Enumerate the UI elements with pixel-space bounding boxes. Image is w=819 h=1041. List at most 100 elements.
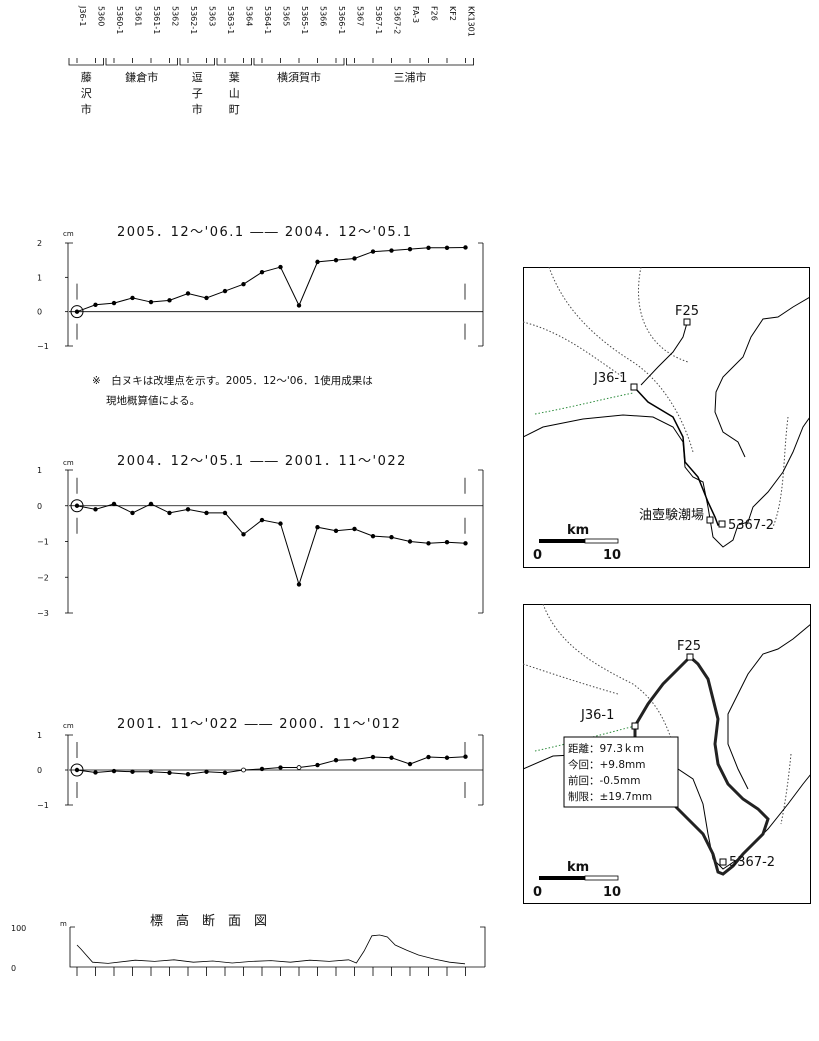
data-point <box>352 757 357 762</box>
info-distance: 距離：97.3ｋｍ <box>568 742 644 755</box>
route-map-tide-station: F25 J36-1 油壺験潮場 5367-2 km 0 10 <box>523 267 810 568</box>
station-label: 5367-1 <box>374 6 383 34</box>
unit-label: cm <box>63 230 74 238</box>
municipality-brace <box>179 58 215 66</box>
fixed-point-ring <box>70 763 84 777</box>
data-point <box>111 768 117 774</box>
data-point <box>259 269 265 275</box>
municipality-label: 横須賀市 <box>277 70 321 84</box>
data-point <box>444 540 450 545</box>
label-5367-2: 5367-2 <box>729 855 775 870</box>
data-point <box>185 291 191 296</box>
station-label: 5365-1 <box>300 6 309 34</box>
y-tick-label: 1 <box>37 466 42 475</box>
label-tide-station: 油壺験潮場 <box>639 508 704 523</box>
scale-unit: km <box>567 523 589 538</box>
data-point <box>389 535 394 540</box>
data-point <box>241 282 246 287</box>
station-label: 5360 <box>97 6 106 26</box>
municipality-label: 鎌倉市 <box>125 70 158 84</box>
chart-2005-vs-2004: cm 2005．12～'06.1 ―― 2004．12～'05.1 2 1 0 −1 <box>37 225 484 351</box>
station-label: 5363 <box>208 6 217 26</box>
station-label: KF2 <box>448 6 457 21</box>
label-j36-1: J36-1 <box>580 708 614 723</box>
data-point <box>315 259 320 265</box>
y-tick-label: −3 <box>37 609 49 618</box>
data-point <box>426 245 431 251</box>
data-point <box>333 528 339 533</box>
tide-station-marker <box>706 516 714 524</box>
axis-right <box>478 469 484 614</box>
y-tick-label: 0 <box>11 964 16 973</box>
data-point <box>204 295 209 301</box>
info-box-frame <box>563 736 679 808</box>
benchmark-marker <box>631 722 639 730</box>
note-line-1: ※ 白ヌキは改埋点を示す。2005．12～'06．1使用成果は <box>92 374 373 387</box>
data-point <box>130 295 135 301</box>
municipality-brace <box>68 58 104 66</box>
data-point <box>204 769 209 774</box>
station-label: 5362 <box>171 6 180 26</box>
data-point <box>426 541 431 546</box>
route-map-loop: F25 J36-1 5367-2 距離：97.3ｋｍ 今回：+9.8mm 前回：… <box>523 604 811 904</box>
station-label: 5363-1 <box>226 6 235 34</box>
dotted-boundary <box>638 267 689 363</box>
note-line-2: 現地概算値による。 <box>106 394 200 407</box>
data-point <box>222 288 228 294</box>
data-point <box>167 510 172 516</box>
leveling-route <box>640 322 688 386</box>
elevation-profile-chart: m 標 高 断 面 図 100 0 <box>11 913 486 976</box>
info-current: 今回：+9.8mm <box>568 758 645 771</box>
data-point <box>389 248 394 253</box>
dotted-boundary <box>542 604 674 745</box>
data-point <box>259 766 265 772</box>
data-point <box>259 517 265 523</box>
unit-label: cm <box>63 459 74 467</box>
municipality-brace <box>216 58 252 66</box>
municipality-label: 町 <box>229 103 240 116</box>
leveling-route <box>634 387 723 526</box>
municipality-labels: 藤沢市 鎌倉市 逗子市 葉山町 横須賀市 三浦市 <box>68 58 474 116</box>
municipality-label: 逗 <box>192 71 203 84</box>
scale-min: 0 <box>533 548 542 563</box>
y-tick-label: 1 <box>37 731 42 740</box>
municipality-label: 子 <box>192 87 203 100</box>
green-dotted-line <box>534 725 636 752</box>
station-label: FA-3 <box>411 6 420 23</box>
data-point <box>167 770 172 775</box>
scale-max: 10 <box>603 548 621 563</box>
data-point <box>222 510 228 516</box>
data-point <box>296 582 302 587</box>
unit-label: m <box>60 920 67 928</box>
data-point <box>241 767 246 773</box>
station-label: 5364 <box>245 6 254 26</box>
municipality-label: 藤 <box>81 71 92 84</box>
data-point <box>333 758 339 763</box>
label-f25: F25 <box>675 304 699 319</box>
station-labels: J36-1 5360 5360-1 5361 5361-1 5362 5362-1 5363 5… <box>76 5 476 63</box>
data-point <box>352 256 357 261</box>
info-limit: 制限：±19.7mm <box>568 790 652 803</box>
data-point <box>463 754 468 759</box>
scale-bar-light <box>584 538 619 544</box>
data-point <box>444 245 450 251</box>
map-border <box>523 267 810 568</box>
chart-title: 2005．12～'06.1 ―― 2004．12～'05.1 <box>117 225 413 240</box>
chart-2004-vs-2001: cm 2004．12～'05.1 ―― 2001．11～'022 1 0 −1 −2 −3 <box>37 454 484 618</box>
municipality-label: 市 <box>192 102 203 116</box>
benchmark-marker <box>683 318 691 326</box>
loop-info-box: 距離：97.3ｋｍ 今回：+9.8mm 前回：-0.5mm 制限：±19.7mm <box>563 736 679 808</box>
data-point <box>370 249 376 254</box>
station-label: KK1301 <box>467 6 476 37</box>
data-point <box>278 521 283 526</box>
data-point <box>426 754 431 760</box>
data-point <box>463 541 468 546</box>
municipality-label: 三浦市 <box>394 70 427 84</box>
scale-bar-light <box>584 875 619 881</box>
station-label: 5367-2 <box>393 6 402 34</box>
data-point <box>278 765 283 770</box>
y-tick-label: −1 <box>37 342 49 351</box>
scale-max: 10 <box>603 885 621 900</box>
y-tick-label: −1 <box>37 538 49 547</box>
label-f25: F25 <box>677 639 701 654</box>
